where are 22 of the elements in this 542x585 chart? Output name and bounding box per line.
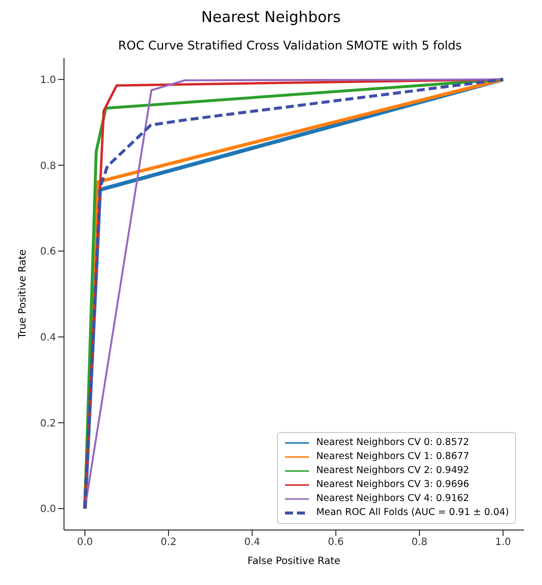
legend-label: Mean ROC All Folds (AUC = 0.91 ± 0.04) <box>316 506 509 520</box>
x-tick-label: 1.0 <box>495 537 512 548</box>
x-tick-label: 0.4 <box>244 537 260 548</box>
x-tick-label: 0.8 <box>412 537 428 548</box>
x-tick-label: 0.2 <box>160 537 176 548</box>
y-tick-label: 1.0 <box>40 75 56 86</box>
y-tick-label: 0.8 <box>40 160 56 172</box>
x-tick-label: 0.6 <box>328 537 344 548</box>
y-tick-label: 0.6 <box>40 246 56 258</box>
chart-title: Nearest Neighbors <box>200 8 342 28</box>
legend-label: Nearest Neighbors CV 3: 0.9696 <box>316 478 470 492</box>
legend-label: Nearest Neighbors CV 1: 0.8677 <box>316 450 470 464</box>
x-axis-title: False Positive Rate <box>248 556 340 567</box>
chart-subtitle: ROC Curve Stratified Cross Validation SMOTE with 5 folds <box>118 38 462 52</box>
x-tick-label: 0.0 <box>76 537 93 548</box>
y-tick-label: 0.4 <box>40 332 56 344</box>
legend-label: Nearest Neighbors CV 0: 0.8572 <box>316 436 470 450</box>
y-tick-label: 0.0 <box>40 504 56 516</box>
legend-label: Nearest Neighbors CV 2: 0.9492 <box>316 464 470 478</box>
y-tick-label: 0.2 <box>40 418 56 430</box>
legend-label: Nearest Neighbors CV 4: 0.9162 <box>316 492 470 506</box>
y-axis-title: True Positive Rate <box>18 249 29 340</box>
